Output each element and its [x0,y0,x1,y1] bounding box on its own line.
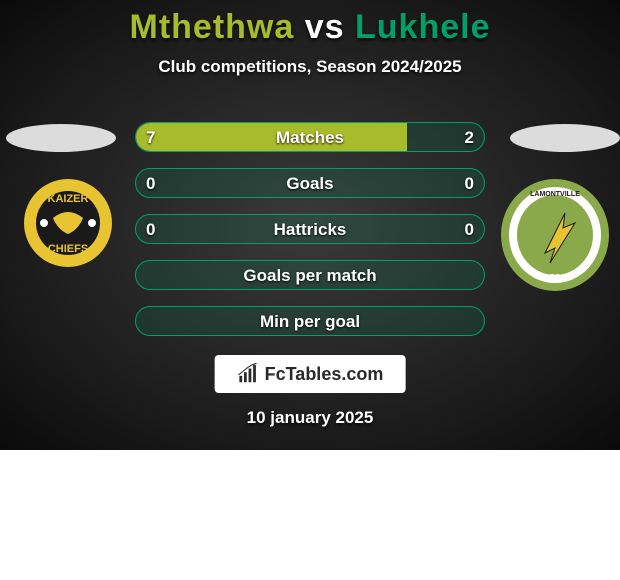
infographic-container: Mthethwa vs Lukhele Club competitions, S… [0,0,620,450]
svg-text:CHIEFS: CHIEFS [48,243,88,255]
stat-row: Goals0 0 [135,168,485,198]
stat-row: Min per goal [135,306,485,336]
svg-text:FC: FC [550,273,561,282]
subtitle: Club competitions, Season 2024/2025 [0,57,620,77]
page-title: Mthethwa vs Lukhele [0,0,620,47]
svg-text:LAMONTVILLE: LAMONTVILLE [530,191,580,198]
stat-row-left-value: 7 [146,123,155,152]
chart-icon [237,363,259,385]
club-badge-right: LAMONTVILLE FC [500,178,610,293]
svg-text:KAIZER: KAIZER [48,193,89,205]
stat-row-label: Min per goal [136,307,484,336]
stat-row-right-value: 0 [465,169,474,198]
stat-rows: Matches72Goals00Hattricks00Goals per mat… [135,122,485,352]
stat-row-right-value: 0 [465,215,474,244]
player-shadow-right [510,124,620,152]
stat-row-label: Matches [136,123,484,152]
stat-row-label: Goals per match [136,261,484,290]
watermark-badge: FcTables.com [215,355,406,393]
stat-row-label: Goals [136,169,484,198]
stat-row: Hattricks0 0 [135,214,485,244]
stat-row-right-value: 2 [465,123,474,152]
stat-row: Matches7 2 [135,122,485,152]
stat-row-label: Hattricks [136,215,484,244]
stat-row-left-value: 0 [146,169,155,198]
title-left-name: Mthethwa [130,8,295,46]
player-shadow-left [6,124,116,152]
stat-row-left-value: 0 [146,215,155,244]
watermark-text: FcTables.com [265,364,384,385]
golden-arrows-icon: LAMONTVILLE FC [500,178,610,293]
club-badge-left: KAIZER CHIEFS [18,178,118,268]
title-vs: vs [305,8,345,46]
title-right-name: Lukhele [355,8,490,46]
stat-row: Goals per match [135,260,485,290]
kaizer-chiefs-icon: KAIZER CHIEFS [18,178,118,268]
date-text: 10 january 2025 [0,408,620,428]
